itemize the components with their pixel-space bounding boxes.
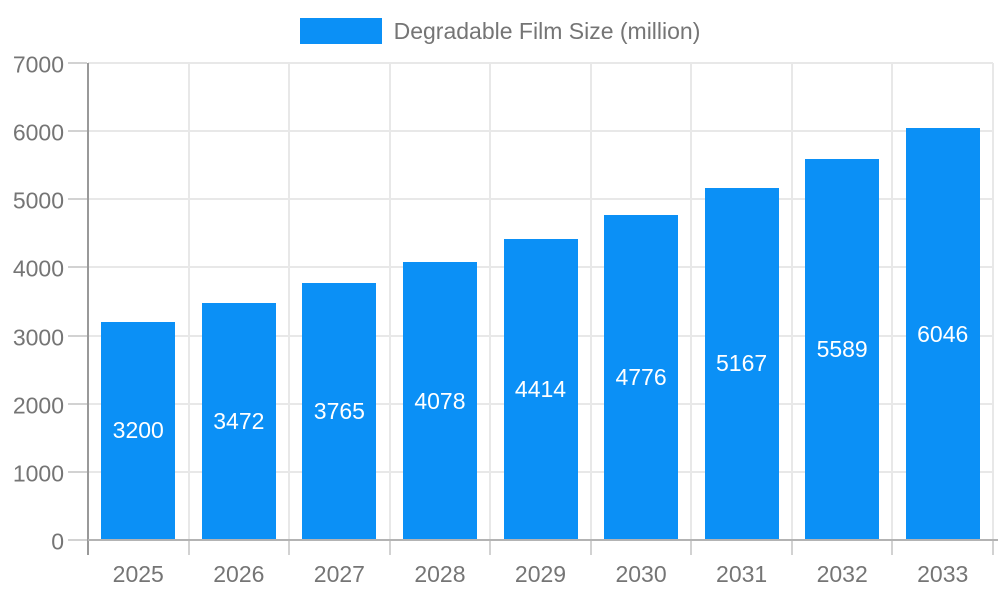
y-axis-label: 4000 bbox=[12, 255, 64, 282]
x-axis-label: 2031 bbox=[716, 561, 768, 587]
bar-2030: 4776 bbox=[604, 214, 679, 540]
bar-2033: 6046 bbox=[905, 128, 980, 540]
bar-value-label: 6046 bbox=[917, 320, 969, 347]
x-axis-tick bbox=[589, 540, 592, 555]
y-axis-tick bbox=[68, 539, 87, 541]
bar-2032: 5589 bbox=[805, 159, 880, 540]
x-axis-tick bbox=[891, 540, 894, 555]
gridline-vertical bbox=[690, 63, 693, 540]
y-axis-label: 1000 bbox=[12, 460, 64, 487]
bar-value-label: 4776 bbox=[615, 363, 667, 390]
bar-2029: 4414 bbox=[503, 239, 578, 540]
bar-2025: 3200 bbox=[101, 321, 176, 540]
bar-2027: 3765 bbox=[302, 283, 377, 540]
plot-area: 0 1000 2000 3000 4000 5000 6000 7000 3200 2025 347… bbox=[13, 52, 998, 587]
y-axis-label: 5000 bbox=[12, 187, 64, 214]
legend-item[interactable]: Degradable Film Size (million) bbox=[299, 18, 701, 44]
y-axis-label: 3000 bbox=[12, 324, 64, 351]
gridline-vertical bbox=[992, 63, 994, 540]
bar-value-label: 5167 bbox=[716, 350, 768, 377]
x-axis-label: 2029 bbox=[514, 561, 567, 587]
legend-swatch bbox=[299, 18, 382, 44]
bar-value-label: 3765 bbox=[313, 398, 365, 425]
y-axis-tick bbox=[68, 130, 87, 133]
bar-value-label: 4078 bbox=[414, 387, 466, 414]
gridline-vertical bbox=[589, 63, 592, 540]
x-axis-tick bbox=[992, 540, 994, 555]
y-axis-label: 0 bbox=[51, 528, 64, 555]
x-axis-tick bbox=[690, 540, 693, 555]
y-axis-line bbox=[87, 63, 89, 555]
x-axis-tick bbox=[288, 540, 291, 555]
y-axis-label: 6000 bbox=[12, 119, 64, 146]
gridline-horizontal bbox=[88, 62, 993, 64]
y-axis-tick bbox=[68, 198, 87, 201]
x-axis-label: 2033 bbox=[917, 561, 969, 587]
y-axis-tick bbox=[68, 334, 87, 337]
gridline-vertical bbox=[790, 63, 793, 540]
bar-value-label: 4414 bbox=[514, 376, 567, 403]
gridline-vertical bbox=[388, 63, 391, 540]
legend-label: Degradable Film Size (million) bbox=[393, 18, 701, 44]
x-axis-tick bbox=[187, 540, 190, 555]
gridline-vertical bbox=[187, 63, 190, 540]
y-axis-label: 2000 bbox=[12, 392, 64, 419]
x-axis-label: 2026 bbox=[213, 561, 265, 587]
y-axis-label: 7000 bbox=[12, 51, 64, 78]
x-axis-tick bbox=[388, 540, 391, 555]
y-axis-tick bbox=[68, 470, 87, 473]
gridline-horizontal bbox=[88, 130, 993, 133]
chart-legend: Degradable Film Size (million) bbox=[0, 18, 1000, 44]
bar-2031: 5167 bbox=[704, 187, 779, 540]
bar-value-label: 5589 bbox=[816, 336, 868, 363]
y-axis-tick bbox=[68, 62, 87, 64]
gridline-vertical bbox=[288, 63, 291, 540]
bar-2026: 3472 bbox=[201, 303, 276, 540]
gridline-vertical bbox=[489, 63, 492, 540]
y-axis-tick bbox=[68, 402, 87, 405]
bar-value-label: 3200 bbox=[112, 417, 164, 444]
bar-value-label: 3472 bbox=[213, 408, 265, 435]
x-axis-tick bbox=[489, 540, 492, 555]
x-axis-label: 2032 bbox=[816, 561, 868, 587]
x-axis-label: 2028 bbox=[414, 561, 466, 587]
y-axis-tick bbox=[68, 266, 87, 269]
bar-2028: 4078 bbox=[402, 262, 477, 540]
gridline-vertical bbox=[891, 63, 894, 540]
x-axis-tick bbox=[790, 540, 793, 555]
x-axis-label: 2030 bbox=[615, 561, 667, 587]
x-axis-line bbox=[88, 539, 998, 541]
gridline-horizontal bbox=[88, 198, 993, 201]
x-axis-label: 2025 bbox=[112, 561, 164, 587]
x-axis-label: 2027 bbox=[313, 561, 365, 587]
